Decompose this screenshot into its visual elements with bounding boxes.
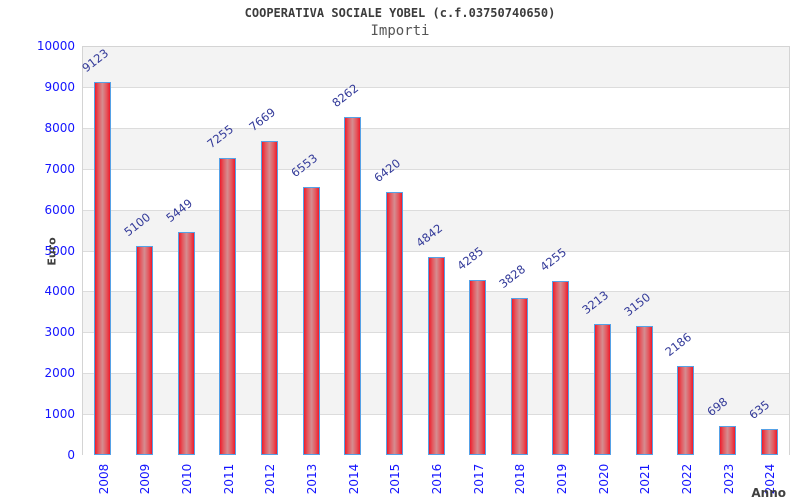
bar-2021 <box>635 326 653 455</box>
plot-band <box>83 86 789 129</box>
bar-2019 <box>552 280 570 455</box>
bar-2008 <box>94 81 112 455</box>
x-tick-label-2012: 2012 <box>263 463 278 495</box>
x-tick-label-2017: 2017 <box>471 463 486 495</box>
x-tick-label-2022: 2022 <box>679 463 694 495</box>
x-tick-label-2010: 2010 <box>180 463 195 495</box>
bar-2009 <box>135 246 153 455</box>
chart-subtitle: Importi <box>370 23 430 39</box>
x-tick-label-2015: 2015 <box>388 463 403 495</box>
x-axis-title: Anno <box>751 486 786 500</box>
bar-2014 <box>344 117 362 455</box>
y-tick-label: 7000 <box>44 161 75 176</box>
bar-2024 <box>760 429 778 455</box>
y-axis-title: Euro <box>45 237 59 266</box>
x-tick-label-2016: 2016 <box>430 463 444 495</box>
bar-2012 <box>260 141 278 455</box>
plot-band <box>83 209 789 252</box>
plot-band <box>83 127 789 170</box>
x-tick-label-2020: 2020 <box>596 463 611 495</box>
x-tick-label-2013: 2013 <box>305 463 320 495</box>
x-tick-label-2021: 2021 <box>638 463 653 495</box>
y-tick-label: 0 <box>67 448 75 462</box>
bar-2020 <box>594 323 612 455</box>
x-tick-label-2011: 2011 <box>221 463 236 495</box>
bar-2015 <box>385 192 403 455</box>
bar-2022 <box>677 365 695 455</box>
y-tick-label: 4000 <box>44 284 75 299</box>
plot-band <box>83 47 789 88</box>
plot-band <box>83 168 789 211</box>
x-tick-label-2009: 2009 <box>138 463 153 495</box>
x-tick-label-2014: 2014 <box>346 463 361 495</box>
x-tick-label-2008: 2008 <box>96 463 111 495</box>
y-tick-label: 3000 <box>44 325 75 340</box>
bar-2017 <box>469 279 487 455</box>
bar-2010 <box>177 232 195 455</box>
y-tick-label: 9000 <box>44 79 75 94</box>
y-tick-label: 10000 <box>36 39 75 53</box>
bar-2013 <box>302 186 320 455</box>
x-tick-label-2018: 2018 <box>513 463 528 495</box>
bar-2011 <box>219 158 237 455</box>
y-tick-label: 1000 <box>44 407 75 422</box>
y-tick-label: 5000 <box>44 243 75 258</box>
chart-title: COOPERATIVA SOCIALE YOBEL (c.f.037507406… <box>244 6 556 20</box>
bar-2023 <box>719 426 737 455</box>
x-tick-label-2019: 2019 <box>554 463 569 495</box>
y-tick-label: 6000 <box>44 202 75 217</box>
bar-2018 <box>510 298 528 455</box>
bar-2016 <box>427 256 445 455</box>
y-tick-label: 8000 <box>44 120 75 135</box>
y-tick-label: 2000 <box>44 366 75 381</box>
plot-area <box>82 46 790 456</box>
x-tick-label-2023: 2023 <box>721 463 736 495</box>
